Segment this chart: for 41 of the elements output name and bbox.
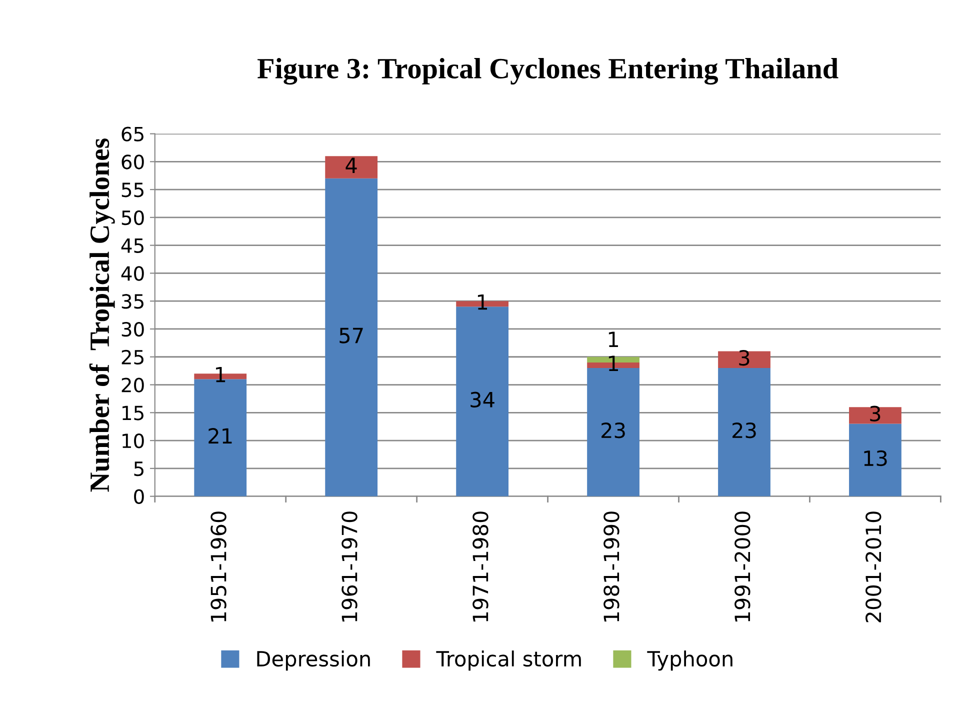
y-tick-label: 50: [122, 210, 144, 226]
y-axis-title: Number of Tropical Cyclones: [89, 138, 115, 492]
bar: [849, 424, 902, 496]
x-tick-label: 2001-2010: [866, 512, 882, 622]
bar: [325, 156, 378, 178]
y-tick-label: 55: [122, 182, 144, 198]
data-label: 4: [346, 158, 357, 173]
y-tick-label: 40: [121, 266, 144, 281]
x-tick-label: 1981-1990: [604, 512, 620, 622]
x-tick-label: 1991-2000: [734, 512, 750, 622]
x-tick-label: 1951-1960: [210, 512, 226, 622]
data-label: 57: [340, 328, 363, 344]
data-label: 21: [208, 428, 232, 444]
y-tick-label: 30: [122, 322, 144, 337]
legend-label: Depression: [257, 650, 370, 671]
bar: [718, 368, 770, 496]
bar: [325, 178, 378, 496]
data-label: 1: [608, 332, 618, 347]
legend-label: Typhoon: [647, 650, 732, 671]
data-label: 34: [470, 392, 494, 408]
y-tick-label: 60: [122, 154, 144, 170]
chart-title: Figure 3: Tropical Cyclones Entering Thailand: [257, 58, 838, 85]
data-label: 23: [602, 422, 625, 438]
y-tick-label: 15: [122, 406, 144, 420]
y-tick-label: 35: [122, 294, 144, 309]
data-label: 13: [864, 450, 887, 466]
x-tick-label: 1971-1980: [472, 512, 488, 622]
y-tick-label: 0: [134, 489, 144, 504]
x-tick-label: 1961-1970: [342, 512, 358, 622]
y-tick-label: 5: [134, 462, 144, 476]
y-tick-label: 20: [122, 378, 144, 392]
legend-label: Tropical storm: [436, 650, 581, 671]
y-tick-label: 10: [122, 433, 144, 448]
bar: [718, 351, 770, 368]
bar: [849, 407, 902, 424]
y-tick-label: 65: [122, 126, 144, 142]
data-label: 23: [732, 422, 756, 438]
y-tick-label: 45: [121, 238, 144, 253]
data-label: 3: [739, 350, 750, 366]
data-label: 3: [870, 406, 880, 422]
y-tick-label: 25: [122, 350, 144, 365]
